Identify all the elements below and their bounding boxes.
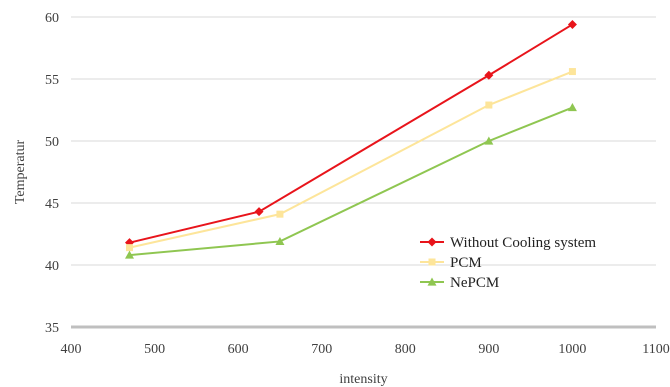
legend-label: NePCM (450, 275, 499, 291)
data-point (254, 207, 264, 217)
legend-item: NePCM (420, 275, 499, 291)
x-tick-label: 700 (311, 342, 332, 357)
x-tick-label: 500 (144, 342, 165, 357)
series-line (129, 23, 573, 244)
series-line (129, 106, 573, 257)
data-point (275, 236, 285, 246)
legend-label: Without Cooling system (450, 235, 596, 251)
data-point (485, 101, 493, 109)
y-tick-label: 50 (45, 135, 59, 150)
series-line (129, 70, 573, 249)
y-tick-labels: 35 40 45 50 55 60 (45, 11, 59, 336)
y-tick-label: 55 (45, 73, 59, 88)
data-point (568, 68, 576, 76)
x-tick-label: 1100 (642, 342, 669, 357)
legend-item: Without Cooling system (420, 235, 596, 251)
legend-marker (427, 237, 437, 247)
series-nepcm (125, 103, 577, 259)
data-point (484, 136, 494, 145)
gridlines (71, 16, 656, 266)
series-pcm (126, 68, 576, 252)
x-axis-label: intensity (339, 372, 387, 387)
x-tick-label: 600 (228, 342, 249, 357)
data-point (125, 250, 134, 259)
data-point (484, 70, 494, 80)
x-tick-label: 800 (395, 342, 416, 357)
data-point (126, 244, 133, 252)
legend-item: PCM (420, 255, 482, 271)
legend-marker (427, 277, 437, 286)
legend-label: PCM (450, 255, 482, 271)
y-tick-label: 60 (45, 11, 59, 26)
x-tick-label: 1000 (558, 342, 586, 357)
x-tick-label: 400 (61, 342, 82, 357)
y-tick-label: 45 (45, 197, 59, 212)
y-axis-label: Temperatur (13, 140, 28, 205)
series-layer (125, 19, 577, 259)
data-point (567, 103, 577, 112)
legend: Without Cooling system PCM NePCM (420, 235, 596, 291)
data-point (567, 19, 577, 29)
y-tick-label: 40 (45, 259, 59, 274)
x-tick-labels: 400 500 600 700 800 900 1000 1100 (61, 342, 670, 357)
legend-marker (428, 258, 436, 266)
x-tick-label: 900 (478, 342, 499, 357)
y-tick-label: 35 (45, 321, 59, 336)
data-point (276, 210, 284, 218)
